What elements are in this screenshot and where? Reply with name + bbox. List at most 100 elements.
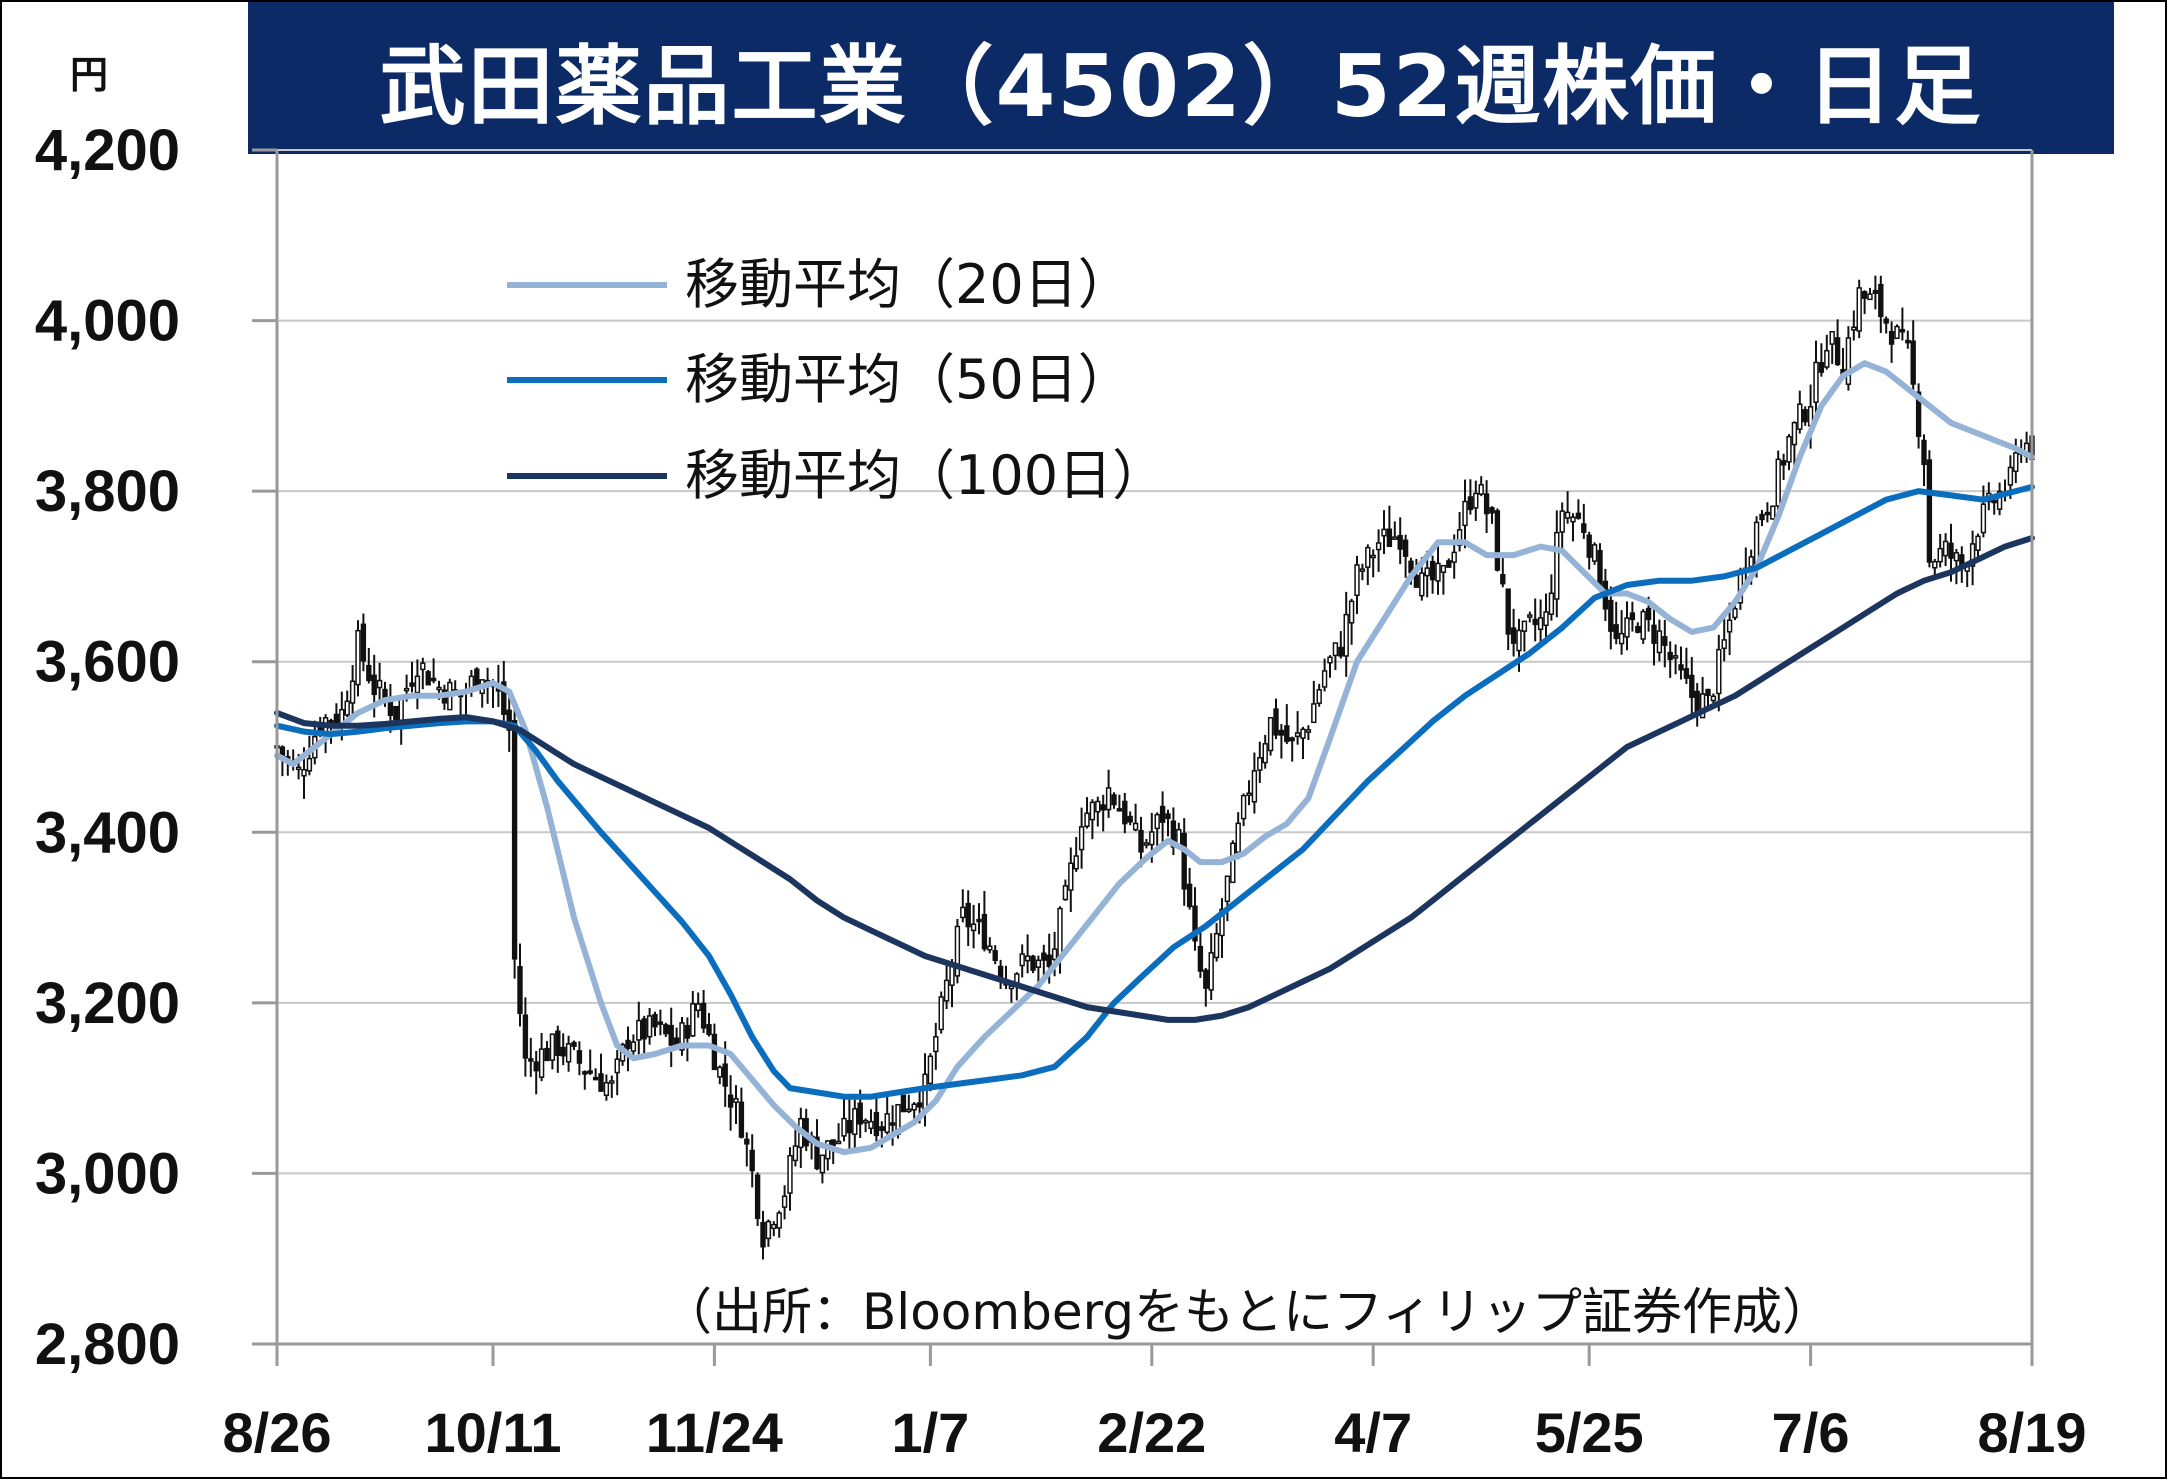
- candle-body: [830, 1139, 836, 1147]
- candle: [1321, 658, 1328, 692]
- candle: [609, 1075, 615, 1098]
- candle: [1338, 631, 1344, 659]
- candle: [538, 1032, 545, 1082]
- candle: [1446, 558, 1452, 568]
- candle: [1267, 716, 1274, 756]
- candle: [1613, 601, 1619, 645]
- ma100-line: [274, 535, 2035, 1023]
- candle: [1910, 320, 1916, 392]
- candle-body: [1975, 535, 1981, 551]
- candle: [1521, 620, 1528, 652]
- candle: [1559, 502, 1565, 552]
- candle-body: [1181, 832, 1187, 890]
- candle: [706, 1013, 712, 1037]
- candle-body: [1489, 507, 1495, 514]
- candle-body: [603, 1081, 610, 1096]
- candle-body: [1316, 689, 1322, 704]
- candle: [1591, 542, 1598, 565]
- candle: [1138, 816, 1144, 868]
- candle-body: [1203, 969, 1209, 989]
- candle-body: [781, 1195, 788, 1208]
- candle-body: [625, 1039, 631, 1049]
- candle: [657, 1009, 664, 1036]
- candle-body: [1516, 629, 1522, 652]
- title-bar: 武田薬品工業（4502）52週株価・日足: [248, 2, 2114, 154]
- candle-body: [1046, 954, 1052, 968]
- candle: [409, 661, 415, 693]
- candle: [1494, 508, 1501, 572]
- candle-body: [517, 966, 523, 1014]
- candle: [652, 1011, 658, 1037]
- candle-body: [1284, 725, 1290, 743]
- candle-body: [787, 1154, 793, 1194]
- candle-body: [344, 700, 350, 716]
- candle: [376, 662, 383, 703]
- candle: [576, 1041, 583, 1076]
- candle: [830, 1139, 836, 1165]
- candle: [1132, 803, 1139, 832]
- candle: [1764, 502, 1771, 523]
- candle-body: [819, 1154, 826, 1174]
- candle: [1003, 965, 1009, 990]
- candle-body: [1548, 592, 1555, 615]
- candle: [555, 1025, 561, 1073]
- candle: [1570, 513, 1576, 542]
- candle: [987, 937, 993, 954]
- candle-body: [1942, 540, 1949, 557]
- candle-body: [1759, 513, 1765, 521]
- candle: [1629, 601, 1636, 632]
- candle-body: [1786, 435, 1792, 463]
- candle-body: [328, 719, 334, 724]
- candle: [1651, 606, 1657, 666]
- candle: [641, 1015, 647, 1056]
- candle-body: [873, 1111, 880, 1137]
- candle: [1689, 656, 1695, 720]
- candle: [1203, 967, 1209, 1007]
- candle-body: [835, 1140, 842, 1145]
- candle: [414, 659, 421, 710]
- candle: [1791, 421, 1798, 466]
- candle-body: [927, 1055, 934, 1085]
- candle-body: [1500, 574, 1506, 585]
- candle-body: [528, 1058, 534, 1062]
- candle-body: [1078, 826, 1085, 851]
- candle-body: [360, 623, 367, 662]
- legend-label: 移動平均（50日）: [685, 348, 1132, 411]
- candle-body: [1510, 627, 1517, 644]
- candle: [992, 945, 998, 965]
- candle: [906, 1094, 912, 1114]
- candle: [1775, 450, 1781, 511]
- candle: [727, 1075, 734, 1131]
- candle-body: [1764, 511, 1771, 516]
- candle: [862, 1118, 869, 1133]
- candle: [760, 1210, 766, 1260]
- candle: [1359, 563, 1366, 581]
- candle: [738, 1087, 745, 1139]
- candle-body: [1797, 403, 1803, 430]
- candle: [1084, 797, 1090, 829]
- ma20-line: [274, 360, 2035, 1156]
- candle: [1213, 923, 1220, 962]
- candle: [700, 989, 707, 1033]
- candle-body: [501, 681, 507, 715]
- candle-body: [1359, 568, 1366, 572]
- candle-body: [522, 1014, 529, 1059]
- candle-body: [636, 1019, 642, 1041]
- candle-body: [1721, 639, 1727, 650]
- candle-body: [1915, 391, 1922, 437]
- candle: [1867, 287, 1873, 301]
- candle: [630, 1034, 637, 1055]
- candle: [873, 1097, 880, 1142]
- candle-body: [641, 1018, 647, 1040]
- candle: [1073, 836, 1079, 872]
- x-tick-label: 5/25: [1535, 1401, 1644, 1464]
- candle-body: [592, 1076, 599, 1081]
- candle-body: [1246, 792, 1252, 797]
- candle-body: [646, 1015, 653, 1038]
- candle-body: [938, 996, 944, 1031]
- candle-body: [765, 1220, 772, 1240]
- candle-body: [846, 1119, 853, 1134]
- candle: [1543, 593, 1549, 644]
- candle-body: [1143, 842, 1150, 846]
- candle: [1332, 642, 1339, 670]
